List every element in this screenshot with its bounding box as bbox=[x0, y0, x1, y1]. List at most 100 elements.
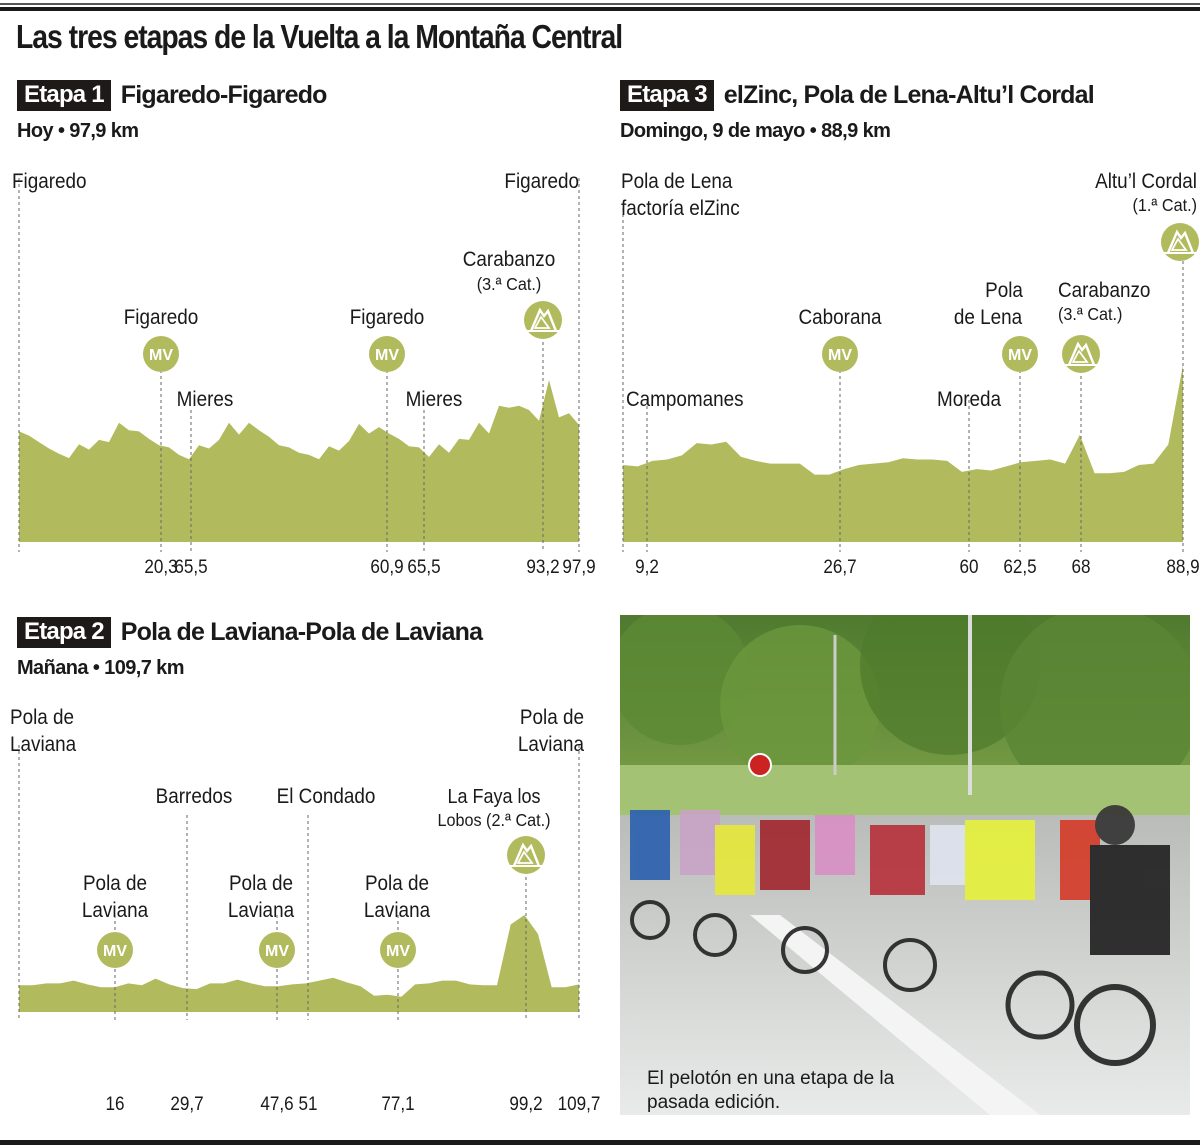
stage-subtitle: Domingo, 9 de mayo • 88,9 km bbox=[620, 120, 891, 142]
stage-badge: Etapa 3 bbox=[620, 80, 714, 111]
town-label: Campomanes bbox=[626, 388, 744, 411]
km-tick-label: 47,6 bbox=[260, 1093, 293, 1114]
km-tick-label: 60,9 bbox=[370, 556, 403, 577]
mv-badge-icon: MV bbox=[143, 336, 179, 372]
town-label: El Condado bbox=[277, 785, 376, 808]
climb-label: Carabanzo bbox=[1058, 279, 1150, 302]
mv-label-line2: de Lena bbox=[954, 306, 1023, 329]
km-tick-label: 68 bbox=[1071, 556, 1090, 577]
svg-text:MV: MV bbox=[386, 943, 410, 960]
mv-label: Pola de bbox=[365, 872, 429, 895]
mv-label-line2: Laviana bbox=[364, 899, 431, 922]
climb-category: (3.ª Cat.) bbox=[1058, 304, 1122, 324]
stage-1-profile-chart: 20,3 65,5 60,9 65,5 93,2 97,9 Figaredo Figaredo… bbox=[0, 160, 600, 580]
peloton-photo bbox=[620, 615, 1190, 1115]
mv-badge-icon: MV bbox=[1002, 336, 1038, 372]
elevation-profile-area bbox=[623, 365, 1183, 542]
climb-label: La Faya los bbox=[447, 786, 540, 808]
profile-svg: 9,2 26,7 60 62,5 68 88,9 Pola de Lena factoría … bbox=[621, 170, 1200, 577]
finish-label: Figaredo bbox=[504, 170, 579, 193]
elevation-profile-area bbox=[19, 380, 579, 542]
km-tick-label: 99,2 bbox=[509, 1093, 542, 1114]
climb-category: Lobos (2.ª Cat.) bbox=[437, 810, 550, 830]
svg-text:MV: MV bbox=[828, 347, 852, 364]
mv-badge-icon: MV bbox=[97, 932, 133, 968]
mountain-climb-icon bbox=[1161, 223, 1199, 261]
finish-label-line2: Laviana bbox=[518, 733, 585, 756]
stage-1: Etapa 1 Figaredo-Figaredo Hoy • 97,9 km bbox=[17, 80, 597, 580]
mv-badge-icon: MV bbox=[369, 336, 405, 372]
stage-badge: Etapa 2 bbox=[17, 617, 111, 648]
km-tick-label: 77,1 bbox=[381, 1093, 414, 1114]
km-tick-label: 20,3 bbox=[144, 556, 177, 577]
start-label-line2: factoría elZinc bbox=[621, 197, 740, 220]
mv-label: Figaredo bbox=[124, 306, 199, 329]
town-label: Mieres bbox=[177, 388, 234, 411]
finish-climb-label: Altu’l Cordal bbox=[1095, 170, 1197, 193]
stage-subtitle: Hoy • 97,9 km bbox=[17, 120, 139, 142]
mountain-climb-icon bbox=[507, 836, 545, 874]
stage-1-header: Etapa 1 Figaredo-Figaredo bbox=[17, 80, 327, 111]
mv-label: Caborana bbox=[799, 306, 883, 329]
page-title: Las tres etapas de la Vuelta a la Montañ… bbox=[16, 18, 623, 55]
finish-label: Pola de bbox=[520, 706, 584, 729]
photo-illustration bbox=[620, 615, 1190, 1115]
km-tick-label: 62,5 bbox=[1003, 556, 1036, 577]
km-tick-label: 65,5 bbox=[174, 556, 207, 577]
stage-3: Etapa 3 elZinc, Pola de Lena-Altu’l Cord… bbox=[620, 80, 1200, 580]
stage-title: Figaredo-Figaredo bbox=[120, 81, 328, 109]
mv-label: Figaredo bbox=[350, 306, 425, 329]
km-tick-label: 26,7 bbox=[823, 556, 856, 577]
km-tick-label: 88,9 bbox=[1166, 556, 1199, 577]
start-label: Figaredo bbox=[12, 170, 87, 193]
mv-label-line2: Laviana bbox=[82, 899, 149, 922]
km-tick-label: 16 bbox=[105, 1093, 124, 1114]
stage-2-header: Etapa 2 Pola de Laviana-Pola de Laviana bbox=[17, 617, 483, 648]
mv-label-line2: Laviana bbox=[228, 899, 295, 922]
mv-label: Pola bbox=[985, 279, 1024, 302]
stage-3-profile-chart: 9,2 26,7 60 62,5 68 88,9 Pola de Lena factoría … bbox=[600, 160, 1200, 580]
mv-badge-icon: MV bbox=[822, 336, 858, 372]
stage-title: elZinc, Pola de Lena-Altu’l Cordal bbox=[723, 81, 1095, 109]
town-label: Barredos bbox=[156, 785, 233, 808]
km-tick-label: 93,2 bbox=[526, 556, 559, 577]
climb-category: (1.ª Cat.) bbox=[1133, 195, 1197, 215]
stage-3-header: Etapa 3 elZinc, Pola de Lena-Altu’l Cord… bbox=[620, 80, 1095, 111]
km-tick-label: 60 bbox=[959, 556, 978, 577]
start-label: Pola de bbox=[10, 706, 74, 729]
town-label: Moreda bbox=[937, 388, 1002, 411]
start-label-line2: Laviana bbox=[10, 733, 77, 756]
stage-badge: Etapa 1 bbox=[17, 80, 111, 111]
start-label: Pola de Lena bbox=[621, 170, 733, 193]
km-tick-label: 97,9 bbox=[562, 556, 595, 577]
svg-text:MV: MV bbox=[375, 347, 399, 364]
stage-2-profile-chart: 16 29,7 47,6 51 77,1 99,2 109,7 Pola de Laviana P… bbox=[0, 695, 600, 1125]
mv-badge-icon: MV bbox=[259, 932, 295, 968]
top-rule bbox=[0, 3, 1200, 5]
mv-badge-icon: MV bbox=[380, 932, 416, 968]
climb-category: (3.ª Cat.) bbox=[477, 274, 541, 294]
mv-label: Pola de bbox=[229, 872, 293, 895]
stage-title: Pola de Laviana-Pola de Laviana bbox=[120, 618, 483, 646]
mountain-climb-icon bbox=[1062, 335, 1100, 373]
svg-text:MV: MV bbox=[149, 347, 173, 364]
km-tick-label: 65,5 bbox=[407, 556, 440, 577]
town-label: Mieres bbox=[406, 388, 463, 411]
stage-subtitle: Mañana • 109,7 km bbox=[17, 657, 184, 679]
profile-svg: 16 29,7 47,6 51 77,1 99,2 109,7 Pola de Laviana P… bbox=[10, 706, 601, 1114]
km-tick-label: 109,7 bbox=[558, 1093, 601, 1114]
stage-2: Etapa 2 Pola de Laviana-Pola de Laviana … bbox=[17, 617, 597, 1117]
km-tick-label: 29,7 bbox=[170, 1093, 203, 1114]
svg-text:MV: MV bbox=[103, 943, 127, 960]
photo-caption: El pelotón en una etapa de la pasada edi… bbox=[647, 1068, 895, 1113]
mountain-climb-icon bbox=[524, 301, 562, 339]
top-rule-thick bbox=[0, 7, 1200, 11]
svg-text:MV: MV bbox=[1008, 347, 1032, 364]
km-tick-label: 51 bbox=[298, 1093, 317, 1114]
km-tick-label: 9,2 bbox=[635, 556, 659, 577]
elevation-profile-area bbox=[19, 915, 579, 1012]
mv-label: Pola de bbox=[83, 872, 147, 895]
climb-label: Carabanzo bbox=[463, 248, 555, 271]
bottom-rule bbox=[0, 1140, 1200, 1145]
